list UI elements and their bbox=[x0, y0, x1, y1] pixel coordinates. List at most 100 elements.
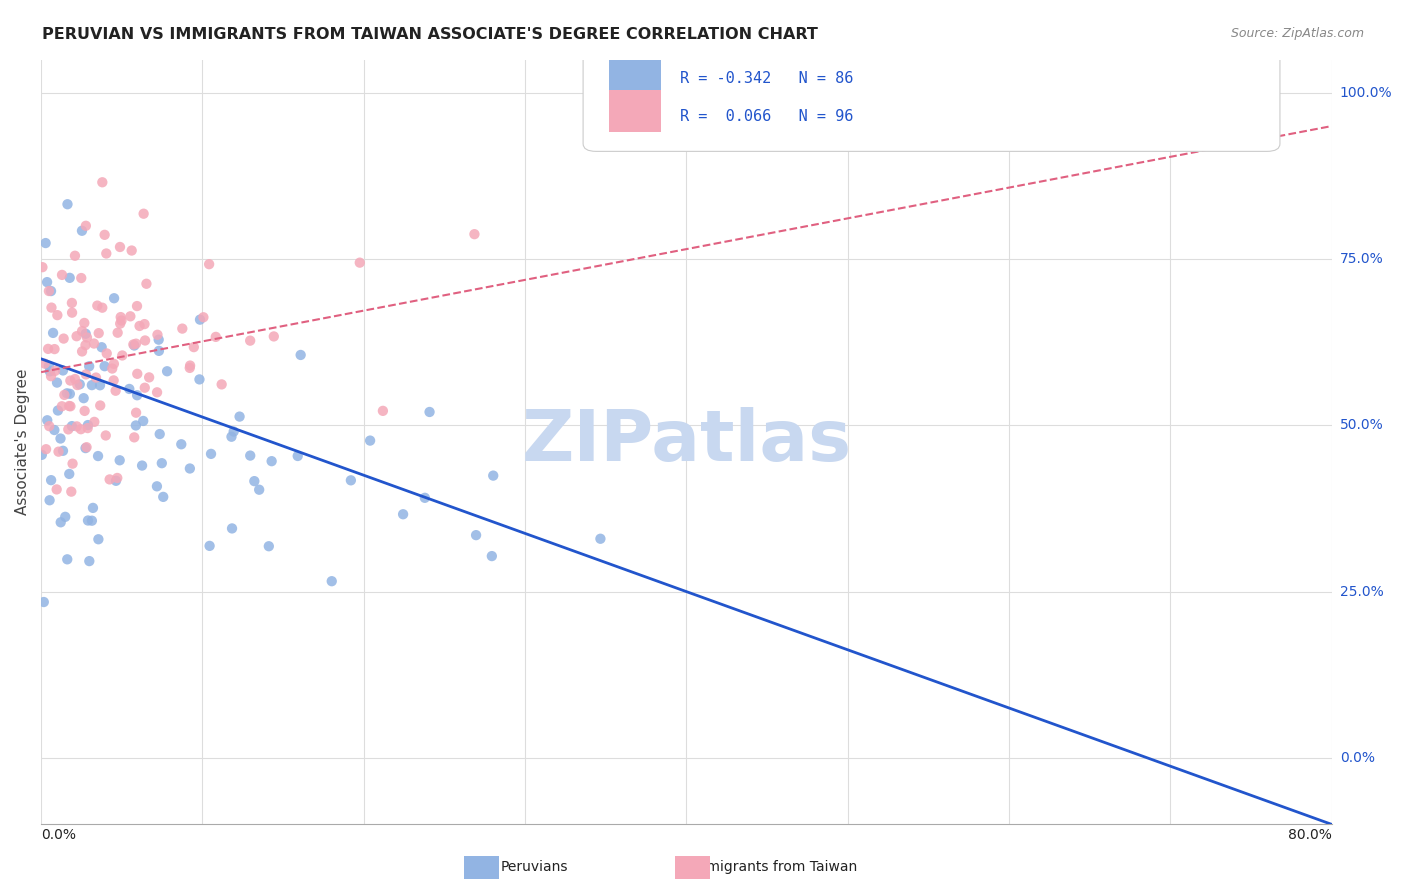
Point bbox=[44, 364, 66, 378]
Point bbox=[340, 473, 363, 487]
Point bbox=[31, 448, 53, 462]
Point bbox=[135, 277, 157, 291]
Point bbox=[87, 326, 110, 340]
Point bbox=[73, 404, 96, 418]
Point bbox=[257, 539, 280, 553]
Point bbox=[149, 427, 172, 442]
Text: 0.0%: 0.0% bbox=[41, 828, 76, 842]
Point bbox=[104, 384, 127, 398]
Point bbox=[156, 364, 179, 378]
Point bbox=[39, 473, 62, 487]
Point bbox=[134, 381, 156, 395]
Point bbox=[89, 399, 111, 413]
Point bbox=[51, 399, 73, 413]
Point bbox=[98, 472, 121, 486]
Point bbox=[290, 348, 312, 362]
Point bbox=[260, 454, 283, 468]
Point bbox=[419, 405, 441, 419]
Point bbox=[146, 327, 169, 342]
Point bbox=[73, 316, 96, 330]
Text: R = -0.342   N = 86: R = -0.342 N = 86 bbox=[681, 71, 853, 87]
Point bbox=[52, 363, 75, 377]
Point bbox=[287, 449, 309, 463]
Point bbox=[44, 342, 66, 356]
Point bbox=[247, 483, 270, 497]
Point bbox=[45, 483, 67, 497]
Point bbox=[89, 378, 111, 392]
Point bbox=[125, 299, 148, 313]
Point bbox=[359, 434, 381, 448]
Point bbox=[75, 441, 97, 455]
Point bbox=[37, 413, 59, 427]
Point bbox=[73, 391, 96, 405]
Point bbox=[118, 382, 141, 396]
Point bbox=[172, 321, 194, 335]
Point bbox=[60, 306, 83, 320]
Point bbox=[75, 326, 97, 341]
Point bbox=[83, 336, 105, 351]
Point bbox=[221, 521, 243, 535]
Point bbox=[321, 574, 343, 589]
Point bbox=[228, 409, 250, 424]
Point bbox=[84, 370, 107, 384]
Point bbox=[59, 387, 82, 401]
FancyBboxPatch shape bbox=[609, 56, 661, 98]
Point bbox=[589, 532, 612, 546]
Point bbox=[349, 255, 371, 269]
Point bbox=[34, 357, 56, 371]
Point bbox=[110, 310, 132, 324]
Text: 100.0%: 100.0% bbox=[1340, 86, 1392, 100]
Point bbox=[183, 340, 205, 354]
Text: 0.0%: 0.0% bbox=[1340, 751, 1375, 764]
Point bbox=[96, 246, 118, 260]
Point bbox=[179, 461, 201, 475]
Point bbox=[107, 326, 129, 340]
Point bbox=[125, 406, 148, 420]
Point bbox=[371, 404, 394, 418]
Point bbox=[52, 332, 75, 346]
Point bbox=[108, 317, 131, 331]
Point bbox=[53, 509, 76, 524]
Point bbox=[80, 378, 103, 392]
Point bbox=[39, 284, 62, 298]
Point bbox=[48, 444, 70, 458]
Point bbox=[148, 343, 170, 358]
Point bbox=[392, 508, 415, 522]
Text: ZIPatlas: ZIPatlas bbox=[522, 408, 852, 476]
Point bbox=[66, 419, 89, 434]
Point bbox=[96, 346, 118, 360]
Point bbox=[75, 338, 97, 352]
Point bbox=[193, 310, 215, 325]
Point bbox=[104, 474, 127, 488]
Point bbox=[127, 388, 149, 402]
Point bbox=[146, 479, 169, 493]
Point bbox=[44, 423, 66, 437]
Point bbox=[87, 449, 110, 463]
Point bbox=[34, 235, 56, 250]
Point bbox=[42, 326, 65, 340]
Point bbox=[188, 372, 211, 386]
Point bbox=[198, 539, 221, 553]
Point bbox=[38, 284, 60, 298]
Point bbox=[221, 430, 243, 444]
Point bbox=[76, 421, 98, 435]
Point bbox=[46, 403, 69, 417]
Point bbox=[76, 440, 98, 454]
Point bbox=[239, 449, 262, 463]
Point bbox=[93, 359, 115, 374]
Point bbox=[222, 425, 245, 439]
Point bbox=[108, 240, 131, 254]
Point bbox=[86, 299, 108, 313]
Point bbox=[69, 422, 91, 436]
Point bbox=[211, 377, 233, 392]
Point bbox=[152, 490, 174, 504]
Point bbox=[46, 376, 69, 390]
Point bbox=[263, 329, 285, 343]
Point bbox=[134, 334, 156, 348]
Point bbox=[58, 467, 80, 481]
Point bbox=[188, 312, 211, 326]
Point bbox=[37, 342, 59, 356]
Point bbox=[38, 493, 60, 508]
Point bbox=[41, 301, 63, 315]
FancyBboxPatch shape bbox=[583, 29, 1279, 152]
